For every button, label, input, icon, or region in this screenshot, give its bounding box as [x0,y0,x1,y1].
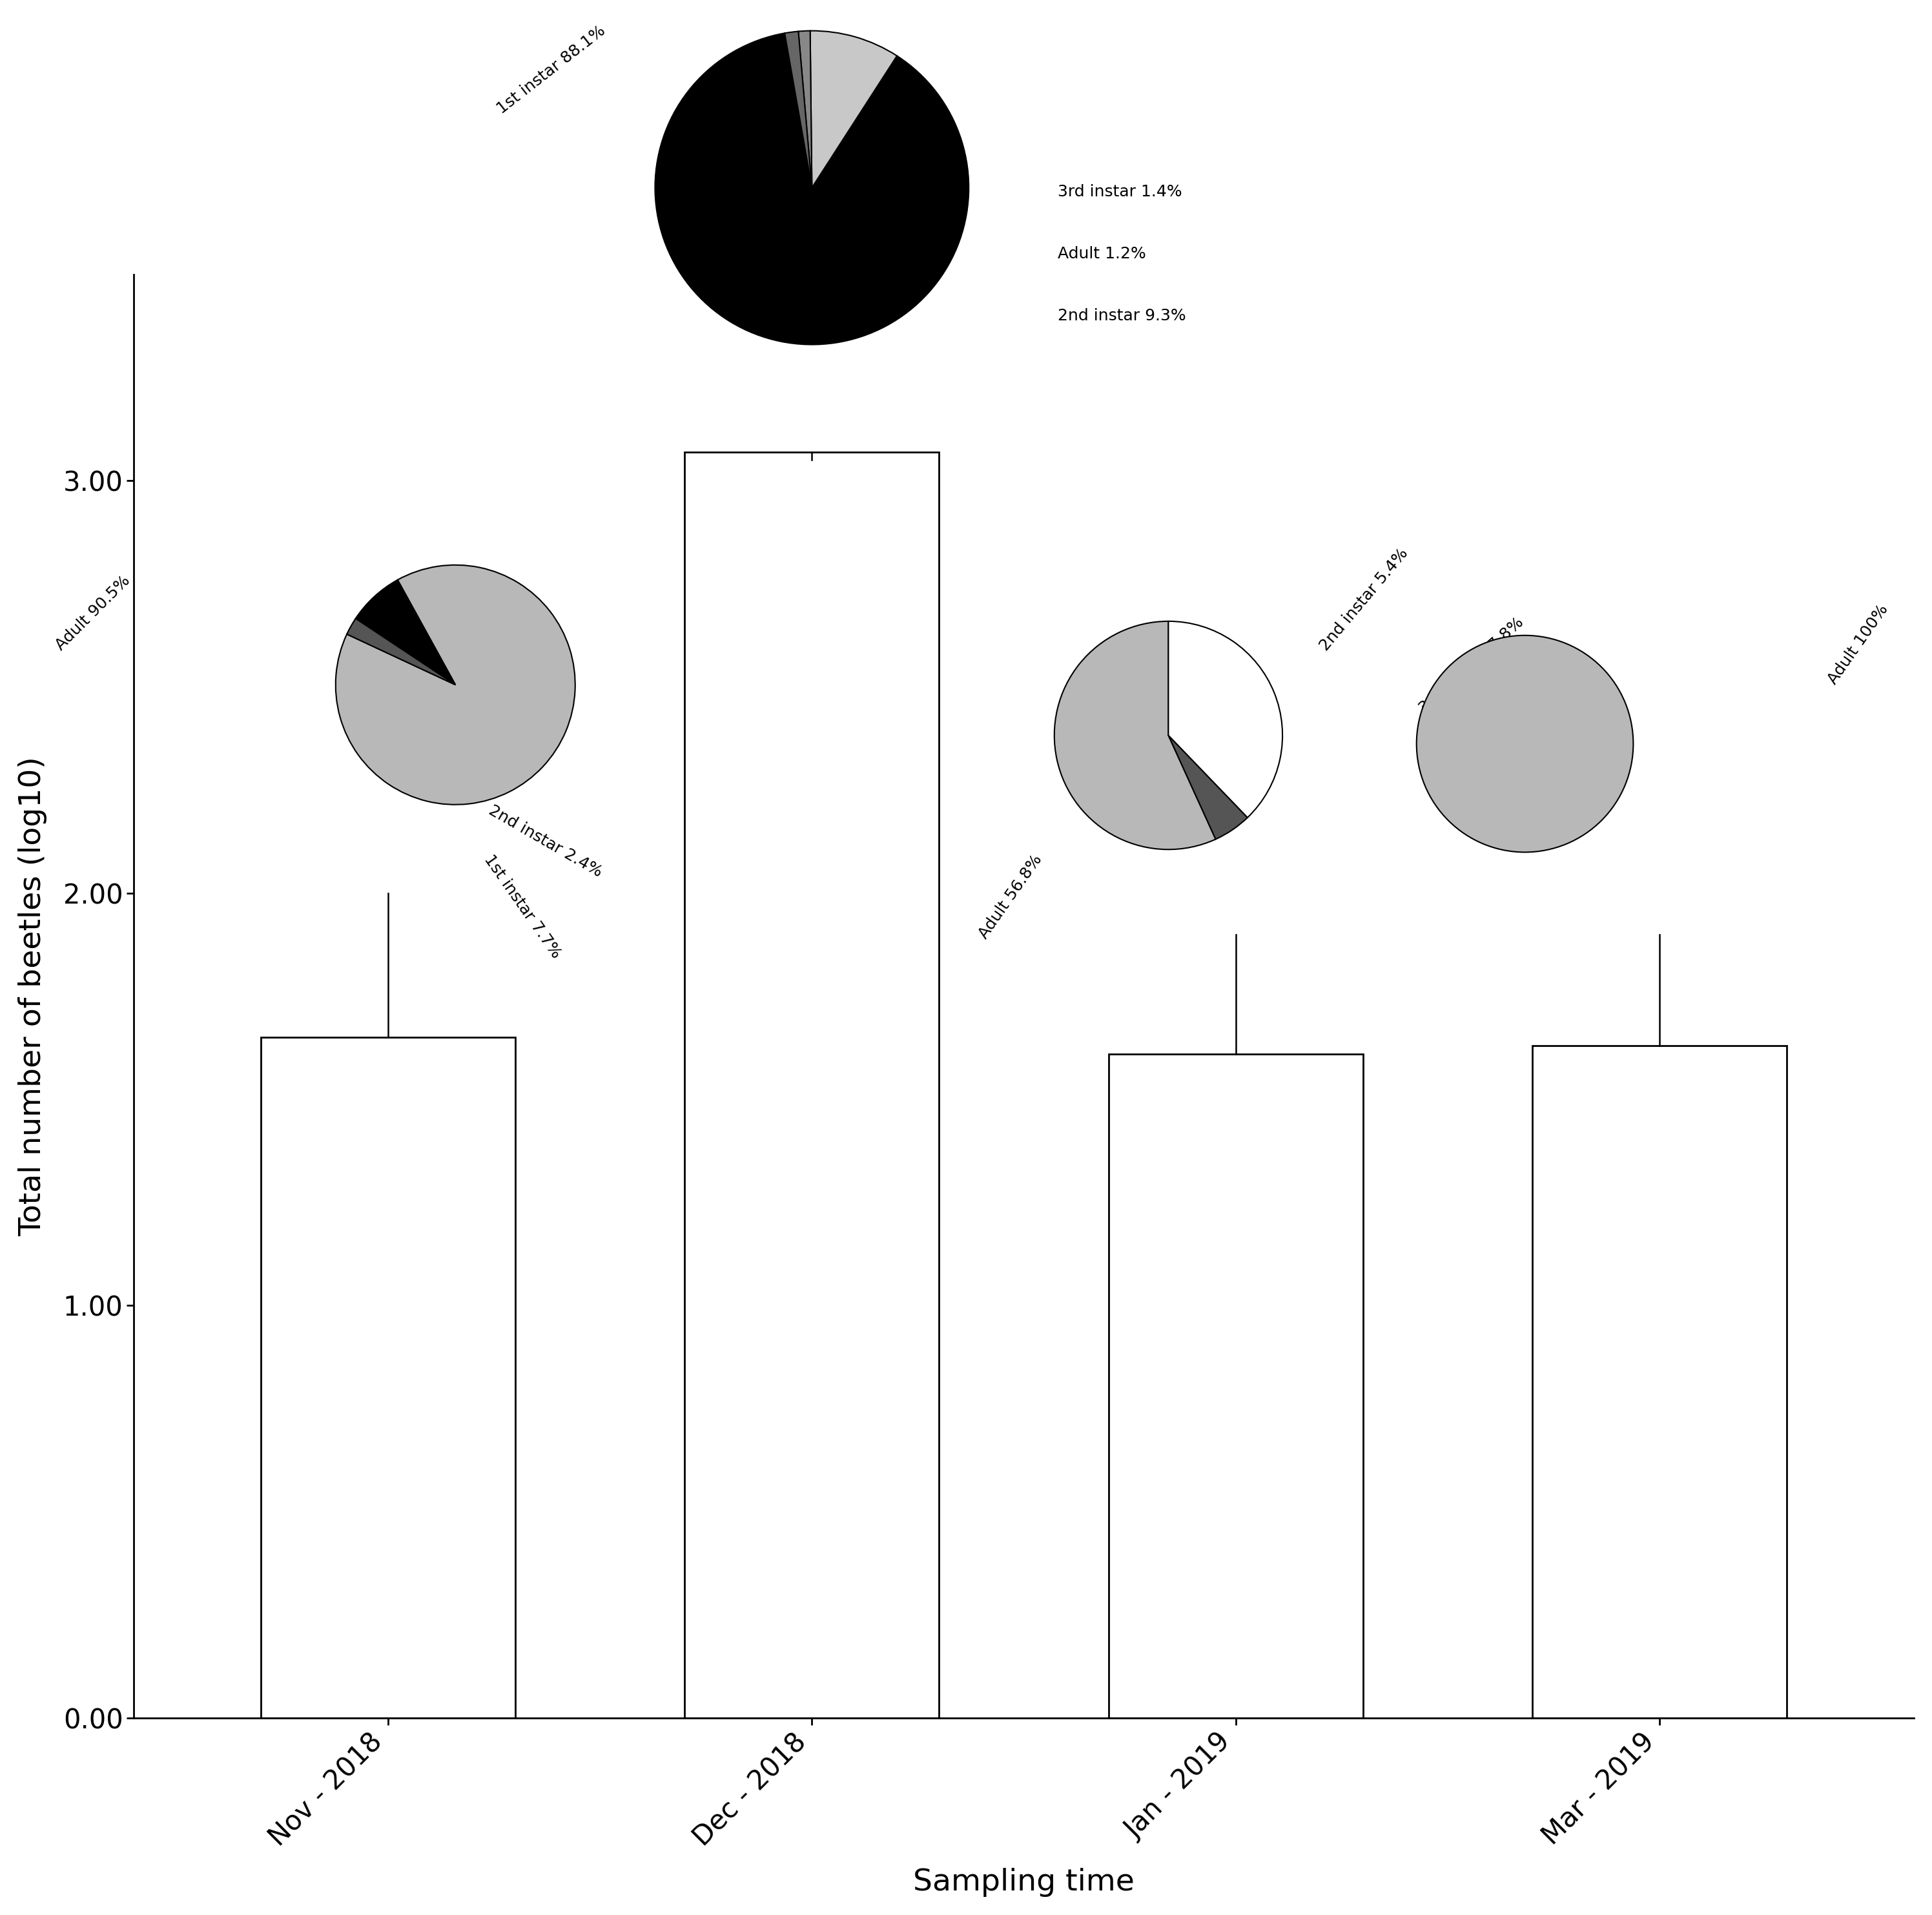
X-axis label: Sampling time: Sampling time [914,1867,1134,1898]
Bar [1532,1046,1787,1718]
Wedge shape [798,31,811,188]
Wedge shape [655,33,968,345]
Wedge shape [1055,620,1215,850]
Wedge shape [1416,636,1633,852]
Bar [684,452,939,1718]
Text: 2nd instar 5.4%: 2nd instar 5.4% [1318,546,1412,653]
Text: Adult 90.5%: Adult 90.5% [52,573,133,653]
Text: Adult 100%: Adult 100% [1826,601,1891,687]
Y-axis label: Total number of beetles (log10): Total number of beetles (log10) [17,756,46,1235]
Wedge shape [1169,620,1283,818]
Wedge shape [336,565,576,804]
Text: Adult 1.2%: Adult 1.2% [1057,247,1146,262]
Text: 2nd instar 9.3%: 2nd instar 9.3% [1057,308,1186,324]
Wedge shape [355,580,456,686]
Wedge shape [784,31,811,188]
Text: Adult 56.8%: Adult 56.8% [976,852,1045,942]
Text: 3rd instar 1.4%: 3rd instar 1.4% [1057,184,1182,199]
Text: 2nd instar 2.4%: 2nd instar 2.4% [487,802,605,881]
Text: 1st instar 7.7%: 1st instar 7.7% [481,852,564,961]
Bar [1109,1053,1362,1718]
Text: 1st instar 88.1%: 1st instar 88.1% [495,23,609,117]
Wedge shape [348,619,456,686]
Wedge shape [810,31,896,188]
Wedge shape [1169,735,1248,839]
Text: 3rd instar 37.8%: 3rd instar 37.8% [1416,615,1526,716]
Bar [261,1038,516,1718]
